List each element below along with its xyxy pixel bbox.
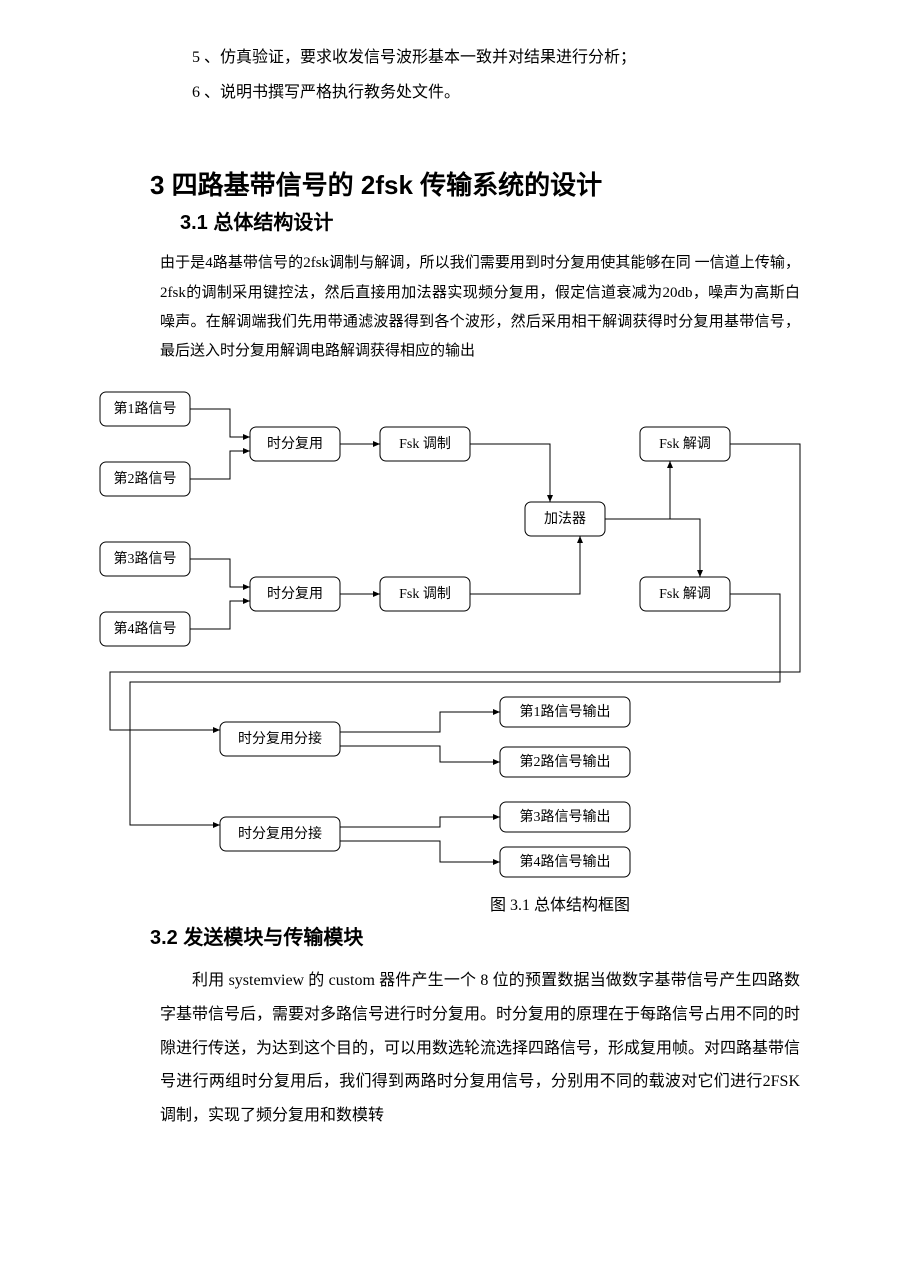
flow-node-label-fskd2: Fsk 解调 — [659, 587, 711, 603]
flow-node-label-fskd1: Fsk 解调 — [659, 437, 711, 453]
flow-edge — [470, 536, 580, 594]
flow-node-label-tdm2: 时分复用 — [267, 586, 323, 603]
flow-edge — [470, 444, 550, 502]
flow-edge — [190, 601, 250, 629]
flow-node-label-s2: 第2路信号 — [114, 471, 177, 488]
flow-edge — [190, 409, 250, 437]
heading-section-3-1: 3.1 总体结构设计 — [180, 206, 800, 235]
flow-edge — [605, 519, 700, 577]
flow-node-label-s4: 第4路信号 — [114, 621, 177, 638]
flow-edge — [340, 817, 500, 827]
flow-node-label-fskm1: Fsk 调制 — [399, 437, 451, 453]
flow-edge — [340, 712, 500, 732]
paragraph-3-2: 利用 systemview 的 custom 器件产生一个 8 位的预置数据当做… — [160, 964, 800, 1132]
flow-node-label-o4: 第4路信号输出 — [520, 854, 611, 871]
flow-node-label-tdm1: 时分复用 — [267, 436, 323, 453]
flow-edge — [190, 559, 250, 587]
list-item-6: 6 、说明书撰写严格执行教务处文件。 — [160, 75, 800, 110]
flow-node-label-o1: 第1路信号输出 — [520, 704, 611, 721]
flow-edge — [190, 451, 250, 479]
flow-node-label-s1: 第1路信号 — [114, 401, 177, 418]
flow-node-label-s3: 第3路信号 — [114, 551, 177, 568]
flow-edge — [605, 461, 670, 519]
heading-section-3: 3 四路基带信号的 2fsk 传输系统的设计 — [150, 165, 800, 202]
heading-section-3-2: 3.2 发送模块与传输模块 — [150, 921, 800, 950]
flow-node-label-o3: 第3路信号输出 — [520, 809, 611, 826]
flow-edge — [340, 841, 500, 862]
flow-node-label-adder: 加法器 — [544, 512, 586, 528]
diagram-overall-structure: 第1路信号第2路信号第3路信号第4路信号时分复用时分复用Fsk 调制Fsk 调制… — [80, 372, 900, 897]
paragraph-3-1: 由于是4路基带信号的2fsk调制与解调，所以我们需要用到时分复用使其能够在同 一… — [160, 249, 800, 366]
flow-node-label-fskm2: Fsk 调制 — [399, 587, 451, 603]
flow-edge — [340, 746, 500, 762]
list-item-5: 5 、仿真验证，要求收发信号波形基本一致并对结果进行分析； — [160, 40, 800, 75]
flow-node-label-demux2: 时分复用分接 — [238, 826, 322, 843]
flow-node-label-o2: 第2路信号输出 — [520, 754, 611, 771]
flow-node-label-demux1: 时分复用分接 — [238, 731, 322, 748]
